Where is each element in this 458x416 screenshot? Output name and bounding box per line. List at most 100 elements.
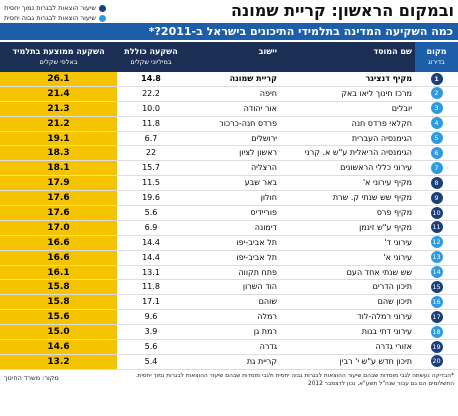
cell-name: מקיף עירוני א' xyxy=(362,178,412,188)
cell-city: אור יהודה xyxy=(243,103,277,113)
cell-avg: 16.6 xyxy=(0,235,117,250)
rank-badge: 18 xyxy=(430,325,443,338)
cell-name: עירוני רמלה-לוד xyxy=(357,312,412,322)
cell-name: מקיף ע"ש זינמן xyxy=(359,222,412,232)
cell-total: 14.4 xyxy=(142,252,160,262)
rank-badge: 3 xyxy=(430,102,443,115)
cell-city: פרדס חנה-כרכור xyxy=(219,118,277,128)
legend-label: שיעור הוצאות לבגרות נמוך יחסית xyxy=(4,4,97,12)
column-header: יישוב xyxy=(185,42,280,72)
cell-total: 5.6 xyxy=(144,342,158,352)
cell-city: פתח תקווה xyxy=(238,267,277,277)
rank-badge: 2 xyxy=(430,87,443,100)
cell-total: 13.1 xyxy=(142,267,160,277)
cell-avg: 21.2 xyxy=(0,116,117,131)
cell-rank: 4 xyxy=(415,117,458,131)
cell-avg: 14.6 xyxy=(0,340,117,354)
cell-city: הוד השרון xyxy=(242,282,277,292)
cell-name: תיכון הדרים xyxy=(372,282,412,292)
rank-badge: 16 xyxy=(430,295,443,308)
column-header: השקעה ממוצעת בתלמיד באלפי שקלים xyxy=(0,42,117,72)
cell-rank: 3 xyxy=(415,102,458,116)
rank-badge: 15 xyxy=(430,280,443,293)
table-row: 5 הגימנסיה העברית ירושלים 6.7 19.1 xyxy=(0,131,458,147)
legend-item: שיעור הוצאות לבגרות נמוך יחסית xyxy=(4,3,107,13)
cell-rank: 15 xyxy=(415,280,458,294)
cell-rank: 18 xyxy=(415,325,458,339)
table-row: 15 תיכון הדרים הוד השרון 11.8 15.8 xyxy=(0,280,458,296)
cell-rank: 16 xyxy=(415,295,458,309)
rank-badge: 7 xyxy=(430,161,443,174)
table-row: 2 מרכז חינוך ליאו באק חיפה 22.2 21.4 xyxy=(0,86,458,102)
cell-name: עירוני כללי הראשונים xyxy=(340,163,412,173)
cell-avg: 16.6 xyxy=(0,250,117,265)
cell-name: הגימנסיה העברית xyxy=(351,133,412,143)
cell-city: רמלה xyxy=(257,312,277,322)
cell-rank: 14 xyxy=(415,266,458,280)
cell-total: 6.7 xyxy=(144,133,158,143)
cell-avg: 17.6 xyxy=(0,191,117,206)
column-header: שם המוסד xyxy=(280,42,415,72)
cell-total: 9.6 xyxy=(144,312,158,322)
table-row: 3 יובלים אור יהודה 10.0 21.3 xyxy=(0,101,458,117)
cell-avg: 18.1 xyxy=(0,161,117,176)
column-unit: באלפי שקלים xyxy=(39,58,78,66)
cell-rank: 13 xyxy=(415,251,458,265)
rank-badge: 11 xyxy=(430,221,443,234)
rank-badge: 10 xyxy=(430,206,443,219)
cell-avg: 15.6 xyxy=(0,310,117,325)
cell-avg: 15.0 xyxy=(0,325,117,340)
cell-city: שוהם xyxy=(258,297,277,307)
cell-avg: 16.1 xyxy=(0,265,117,280)
table-row: 13 עירוני א' תל אביב-יפו 14.4 16.6 xyxy=(0,250,458,266)
footnote-line: התשלומים הם גם עבור שנה"ל תשע"א, נכון לד… xyxy=(308,381,454,387)
rank-badge: 20 xyxy=(430,355,443,368)
cell-city: גדרה xyxy=(259,342,277,352)
cell-total: 17.1 xyxy=(142,297,160,307)
table-row: 9 מקיף שש שנתי ק. שרת חולון 19.6 17.6 xyxy=(0,191,458,207)
table: מקום בדירוג שם המוסד יישוב השקעה כוללת במיליו… xyxy=(0,42,458,370)
table-row: 4 חקלאי פרדס חנה פרדס חנה-כרכור 11.8 21.2 xyxy=(0,116,458,132)
cell-name: עירוני ד' xyxy=(384,237,412,247)
cell-total: 6.9 xyxy=(144,222,158,232)
column-title: השקעה ממוצעת בתלמיד xyxy=(12,47,105,56)
table-row: 19 אזורי גדרה גדרה 5.6 14.6 xyxy=(0,340,458,355)
cell-name: עירוני א' xyxy=(383,252,412,262)
cell-total: 5.4 xyxy=(144,356,158,366)
cell-avg: 15.8 xyxy=(0,295,117,310)
footnote-line: *הבדיקה נעשתה לגבי מוסדות שבהם שיעור ההו… xyxy=(135,373,454,379)
rank-badge: 19 xyxy=(430,340,443,353)
subtitle: כמה השקיעה המדינה בתלמידי התיכונים בישרא… xyxy=(0,23,458,40)
cell-rank: 17 xyxy=(415,310,458,324)
cell-name: אזורי גדרה xyxy=(375,342,412,352)
cell-avg: 17.6 xyxy=(0,206,117,220)
cell-rank: 19 xyxy=(415,340,458,354)
cell-rank: 5 xyxy=(415,132,458,146)
legend: שיעור הוצאות לבגרות נמוך יחסית שיעור הוצא… xyxy=(4,3,107,23)
cell-avg: 21.4 xyxy=(0,86,117,101)
rank-badge: 13 xyxy=(430,251,443,264)
header-row: מקום בדירוג שם המוסד יישוב השקעה כוללת במיליו… xyxy=(0,42,458,72)
cell-name: שש שנתי אחד העם xyxy=(346,267,412,277)
cell-avg: 17.9 xyxy=(0,176,117,191)
table-row: 20 תיכון חדש ע"ש י' רבין קריית גת 5.4 13.2 xyxy=(0,354,458,370)
cell-total: 14.4 xyxy=(142,237,160,247)
legend-label: שיעור הוצאות לבגרות גבוה יחסית xyxy=(4,14,97,22)
cell-name: מרכז חינוך ליאו באק xyxy=(341,88,412,98)
cell-name: מקיף פרס xyxy=(376,208,412,218)
cell-rank: 2 xyxy=(415,87,458,101)
cell-city: פוריידיס xyxy=(250,208,277,218)
cell-name: תיכון שהם xyxy=(377,297,412,307)
table-row: 11 מקיף ע"ש זינמן דימונה 6.9 17.0 xyxy=(0,220,458,236)
table-row: 10 מקיף פרס פוריידיס 5.6 17.6 xyxy=(0,206,458,221)
column-unit: בדירוג xyxy=(428,58,445,66)
cell-total: 11.5 xyxy=(142,178,160,188)
cell-city: חיפה xyxy=(259,88,277,98)
cell-rank: 11 xyxy=(415,221,458,235)
rank-badge: 6 xyxy=(430,146,443,159)
cell-city: קריית גת xyxy=(246,356,277,366)
footnote: *הבדיקה נעשתה לגבי מוסדות שבהם שיעור ההו… xyxy=(70,372,454,388)
table-row: 14 שש שנתי אחד העם פתח תקווה 13.1 16.1 xyxy=(0,265,458,281)
cell-rank: 7 xyxy=(415,161,458,175)
rank-badge: 14 xyxy=(430,266,443,279)
